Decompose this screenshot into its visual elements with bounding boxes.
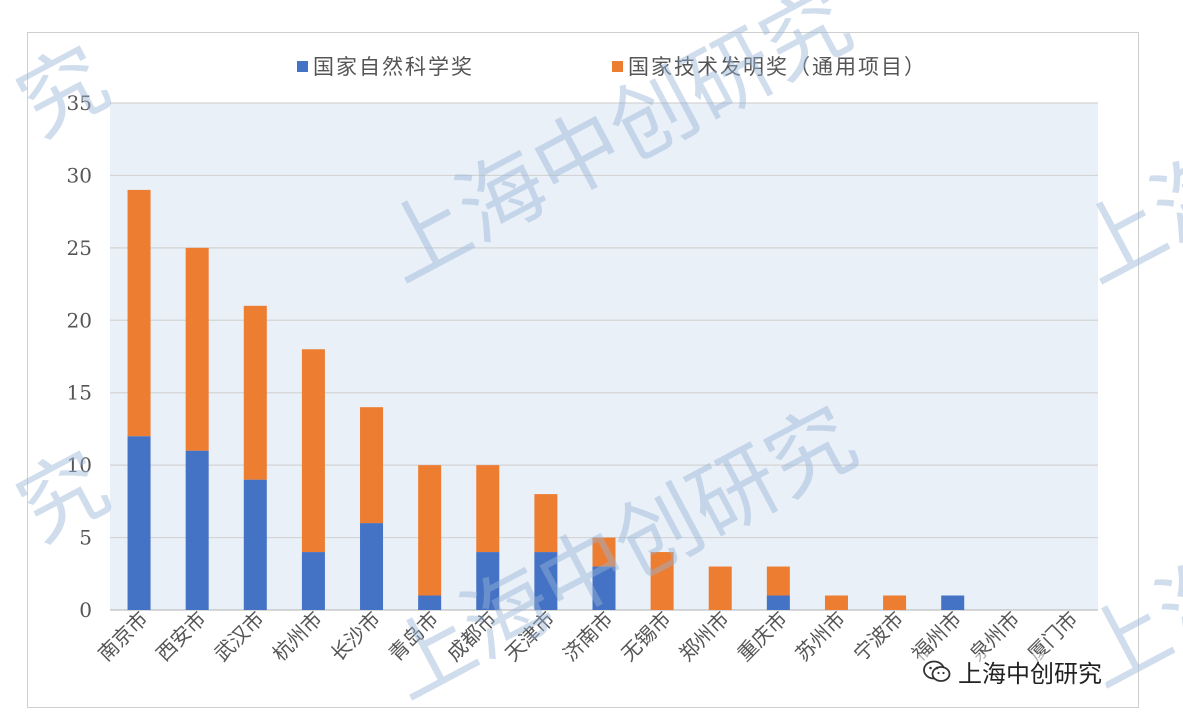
bar-segment-2 — [185, 247, 209, 451]
bar-segment-2 — [883, 595, 907, 610]
legend-swatch-1 — [297, 61, 308, 72]
x-tick-label: 武汉市 — [209, 607, 268, 666]
bar-segment-2 — [534, 494, 558, 553]
bar-segment-1 — [592, 566, 616, 610]
bar-segment-1 — [185, 450, 209, 610]
x-tick-label: 重庆市 — [732, 607, 791, 666]
x-tick-label: 郑州市 — [674, 607, 733, 666]
bar-segment-2 — [127, 189, 151, 437]
y-tick-label: 15 — [67, 381, 92, 405]
bar-segment-1 — [941, 595, 965, 610]
x-tick-label: 杭州市 — [268, 607, 327, 666]
wechat-icon — [923, 660, 951, 682]
legend-label-2: 国家技术发明奖（通用项目） — [628, 55, 927, 79]
bar-segment-2 — [243, 305, 267, 480]
bar-segment-2 — [592, 537, 616, 567]
bar-segment-1 — [360, 523, 384, 610]
x-tick-label: 无锡市 — [616, 607, 675, 666]
bar-segment-2 — [824, 595, 848, 610]
gridlines — [110, 102, 1098, 611]
bar-segment-1 — [418, 595, 442, 610]
badge-text: 上海中创研究 — [958, 660, 1102, 688]
chart-frame — [27, 32, 1139, 708]
x-tick-label: 长沙市 — [326, 607, 385, 666]
bar-segment-2 — [766, 566, 790, 596]
x-tick-label: 成都市 — [442, 607, 501, 666]
legend: 国家自然科学奖 国家技术发明奖（通用项目） — [297, 55, 927, 79]
bar-segment-1 — [534, 552, 558, 610]
source-badge: 上海中创研究 — [918, 654, 1106, 689]
bar-segment-1 — [766, 595, 790, 610]
bar-segment-2 — [301, 349, 325, 553]
bar-segment-1 — [243, 479, 267, 610]
bars — [127, 189, 965, 610]
y-tick-label: 5 — [79, 526, 92, 550]
x-tick-label: 济南市 — [558, 607, 617, 666]
y-tick-label: 20 — [67, 308, 92, 332]
x-tick-label: 西安市 — [151, 607, 210, 666]
y-tick-label: 30 — [67, 163, 92, 187]
bar-segment-2 — [476, 465, 500, 553]
x-tick-label: 宁波市 — [849, 607, 908, 666]
bar-segment-2 — [418, 465, 442, 596]
y-tick-label: 25 — [67, 236, 92, 260]
y-axis: 0 5 10 15 20 25 30 35 — [67, 91, 92, 622]
y-tick-label: 35 — [67, 91, 92, 115]
bar-segment-2 — [708, 566, 732, 610]
bar-segment-1 — [127, 436, 151, 610]
y-tick-label: 10 — [67, 453, 92, 477]
y-tick-label: 0 — [79, 598, 92, 622]
bar-segment-1 — [476, 552, 500, 610]
x-tick-label: 苏州市 — [791, 607, 850, 666]
plot-area — [110, 103, 1098, 610]
bar-segment-2 — [360, 407, 384, 524]
x-tick-label: 天津市 — [500, 607, 559, 666]
x-tick-label: 青岛市 — [384, 607, 443, 666]
bar-segment-1 — [301, 552, 325, 610]
legend-label-1: 国家自然科学奖 — [313, 55, 474, 79]
x-tick-label: 南京市 — [93, 607, 152, 666]
legend-swatch-2 — [612, 61, 623, 72]
bar-segment-2 — [650, 552, 674, 610]
